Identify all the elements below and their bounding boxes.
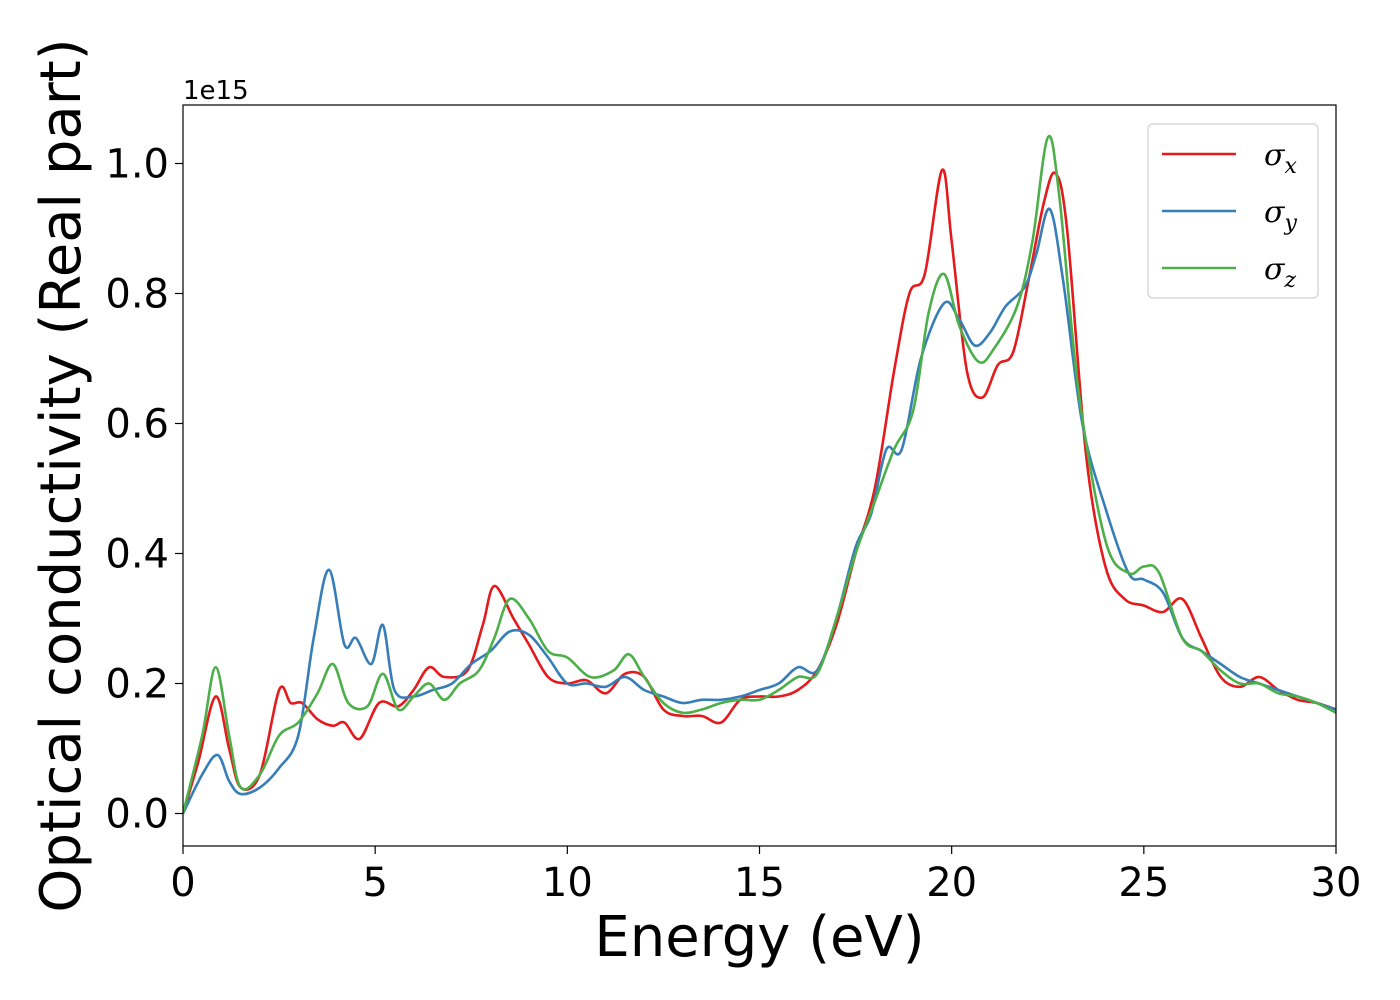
- legend-label-y: σy: [1264, 195, 1297, 236]
- x-tick-label: 25: [1118, 860, 1169, 906]
- x-tick-label: 5: [362, 860, 387, 906]
- y-offset-label: 1e15: [183, 76, 249, 106]
- x-tick-label: 10: [542, 860, 593, 906]
- series-line-x: [183, 168, 1336, 814]
- legend-label-z: σz: [1264, 252, 1296, 293]
- y-tick-label: 0.8: [105, 272, 169, 318]
- x-tick-label: 30: [1311, 860, 1362, 906]
- x-tick-label: 0: [170, 860, 195, 906]
- series-line-y: [183, 207, 1336, 815]
- legend: σx σy σz: [1147, 123, 1319, 299]
- x-tick-label: 20: [926, 860, 977, 906]
- y-tick-label: 1.0: [105, 142, 169, 188]
- series-layer: [183, 134, 1336, 815]
- y-tick-label: 0.0: [105, 792, 169, 838]
- y-tick-label: 0.2: [105, 662, 169, 708]
- x-axis-title: Energy (eV): [594, 905, 924, 970]
- legend-label-x: σx: [1264, 138, 1297, 179]
- series-line-z: [183, 134, 1336, 814]
- y-axis-title: Optical conductivity (Real part): [29, 38, 94, 912]
- y-tick-label: 0.4: [105, 532, 169, 578]
- y-tick-label: 0.6: [105, 402, 169, 448]
- x-tick-label: 15: [734, 860, 785, 906]
- ticks-layer: 0 5 10 15 20 25 30 0.0 0.2 0.4 0.6 0.8 1.0: [105, 142, 1361, 907]
